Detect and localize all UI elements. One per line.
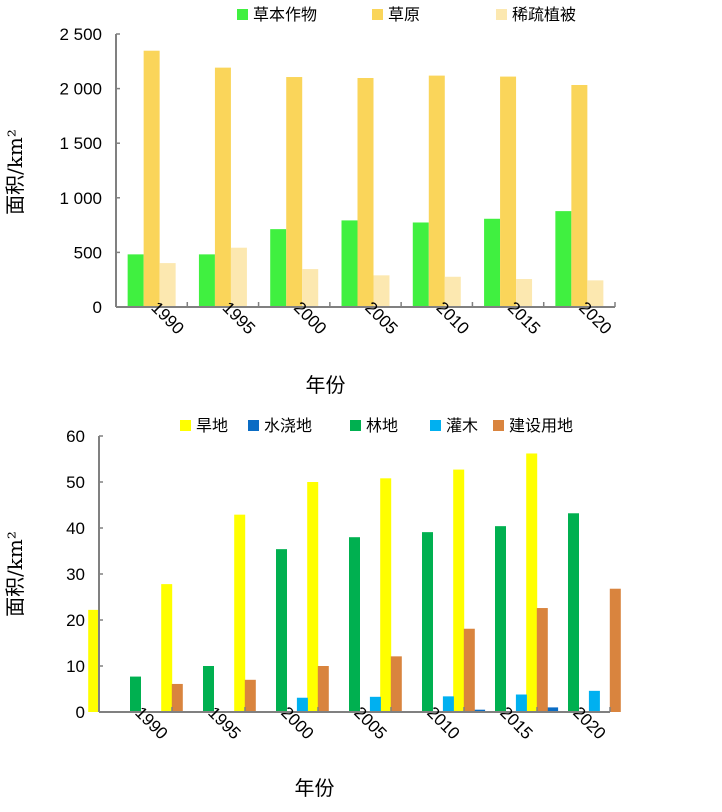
bar-林地-1995 [203, 666, 214, 712]
legend-label: 水浇地 [264, 416, 312, 435]
chart-1: 0 500 1 000 1 500 2 000 2 500 1990 1995 2000 2005… [3, 5, 616, 397]
legend-label: 草本作物 [253, 5, 317, 24]
bar-草本作物-2015 [484, 218, 501, 307]
bar-稀疏植被-1990 [159, 263, 176, 307]
x-tick-label: 1990 [147, 298, 187, 338]
bar-建设用地-2005 [390, 656, 402, 712]
bar-林地-1990 [130, 676, 141, 712]
bar-林地-2020 [568, 513, 579, 712]
bar-旱地-2000 [234, 514, 246, 712]
legend-label: 稀疏植被 [512, 5, 576, 24]
y-axis-title: 面积/km² [3, 129, 27, 215]
bar-建设用地-2010 [463, 628, 475, 712]
x-tick-label: 2015 [504, 298, 544, 338]
bar-草原-2015 [500, 76, 517, 307]
x-tick-label: 2005 [361, 298, 401, 338]
y-tick-label: 50 [66, 473, 85, 492]
bar-灌木-2000 [296, 697, 308, 712]
bar-灌木-2020 [588, 690, 600, 712]
bar-稀疏植被-2010 [444, 276, 461, 307]
legend-swatch [430, 420, 441, 431]
y-tick-label: 2 000 [59, 80, 102, 99]
bar-稀疏植被-2020 [587, 280, 604, 307]
bar-旱地-2015 [453, 469, 465, 712]
bar-草原-2010 [428, 75, 445, 308]
bar-稀疏植被-2005 [373, 275, 390, 307]
legend-swatch [248, 420, 259, 431]
y-tick-label: 0 [93, 298, 102, 317]
bar-旱地-1995 [161, 584, 173, 712]
y-tick-label: 60 [66, 427, 85, 446]
x-tick-label: 2020 [569, 703, 609, 743]
bar-灌木-2010 [442, 696, 454, 712]
bar-草本作物-1995 [198, 254, 215, 307]
y-tick-label: 20 [66, 611, 85, 630]
x-tick-label: 2000 [290, 298, 330, 338]
bar-草原-1995 [214, 67, 231, 307]
legend-swatch [496, 9, 507, 20]
y-tick-label: 2 500 [59, 25, 102, 44]
legend-label: 草原 [388, 5, 420, 24]
y-tick-label: 1 500 [59, 134, 102, 153]
legend-label: 建设用地 [509, 416, 573, 435]
bar-建设用地-2015 [536, 608, 548, 712]
bar-草本作物-2020 [555, 211, 572, 307]
bar-稀疏植被-2015 [516, 279, 533, 307]
bar-建设用地-2020 [609, 588, 621, 712]
bar-灌木-2015 [515, 694, 527, 712]
bar-林地-2015 [495, 526, 506, 712]
bar-林地-2000 [276, 549, 287, 712]
bar-稀疏植被-1995 [230, 247, 247, 307]
bar-草本作物-2000 [270, 229, 287, 307]
bar-草原-1990 [143, 50, 160, 307]
bar-草本作物-2010 [412, 222, 429, 307]
bar-草原-2000 [286, 77, 303, 307]
bar-草本作物-1990 [127, 254, 144, 307]
bar-建设用地-1995 [244, 679, 256, 712]
legend-label: 旱地 [196, 416, 228, 435]
y-tick-label: 0 [76, 703, 85, 722]
x-tick-label: 2010 [433, 298, 473, 338]
y-tick-label: 1 000 [59, 189, 102, 208]
y-tick-label: 40 [66, 519, 85, 538]
legend-label: 灌木 [446, 416, 478, 435]
bar-稀疏植被-2000 [302, 269, 319, 307]
bar-建设用地-1990 [171, 683, 183, 712]
x-axis-title: 年份 [295, 776, 335, 800]
x-axis-title: 年份 [306, 373, 346, 397]
legend-swatch [180, 420, 191, 431]
bar-旱地-1990 [88, 609, 100, 712]
bar-水浇地-2020 [547, 707, 559, 712]
bar-旱地-2020 [526, 453, 538, 712]
y-axis-title: 面积/km² [3, 531, 27, 617]
y-tick-label: 500 [74, 243, 102, 262]
bar-林地-2010 [422, 532, 433, 712]
legend-swatch [237, 9, 248, 20]
bar-林地-2005 [349, 537, 360, 712]
bar-建设用地-2000 [317, 666, 329, 712]
bar-灌木-2005 [369, 696, 381, 712]
bar-旱地-2010 [380, 478, 392, 712]
legend-swatch [493, 420, 504, 431]
bar-草原-2020 [571, 84, 588, 307]
legend-swatch [350, 420, 361, 431]
y-tick-label: 30 [66, 565, 85, 584]
x-tick-label: 1995 [219, 298, 259, 338]
y-tick-label: 10 [66, 657, 85, 676]
legend-label: 林地 [366, 416, 398, 435]
x-tick-label: 2020 [575, 298, 615, 338]
bar-草原-2005 [357, 78, 374, 307]
legend-swatch [372, 9, 383, 20]
bar-旱地-2005 [307, 482, 319, 712]
bar-水浇地-2015 [474, 709, 486, 712]
bar-草本作物-2005 [341, 220, 358, 307]
